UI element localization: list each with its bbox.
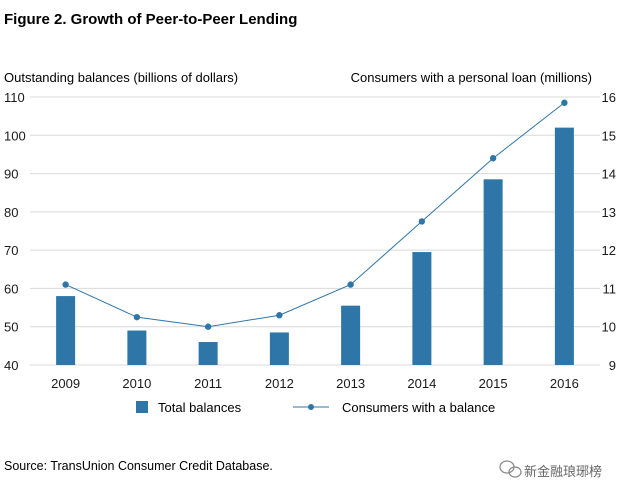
x-tick-label: 2016 [550, 376, 579, 391]
chart-title: Figure 2. Growth of Peer-to-Peer Lending [4, 11, 297, 28]
bar-2010 [127, 330, 147, 365]
watermark: 新金融琅琊榜 [499, 460, 602, 479]
consumers-line [65, 102, 565, 328]
x-tick-label: 2012 [265, 376, 294, 391]
right-tick-label: 10 [602, 320, 616, 335]
x-axis-ticks: 2009 2010 2011 2012 2013 2014 2015 2016 [51, 376, 579, 391]
legend-label-total-balances: Total balances [158, 400, 242, 415]
left-tick-label: 100 [4, 128, 26, 143]
consumers-point-2009 [62, 281, 69, 288]
right-tick-label: 11 [603, 281, 617, 296]
watermark-text: 新金融琅琊榜 [524, 464, 602, 479]
legend-marker-consumers [308, 404, 314, 410]
right-tick-label: 14 [602, 167, 616, 182]
x-tick-label: 2013 [336, 376, 365, 391]
bar-2015 [483, 179, 503, 365]
consumers-point-2016 [561, 99, 568, 106]
left-tick-label: 70 [4, 243, 18, 258]
left-axis-title: Outstanding balances (billions of dollar… [4, 70, 238, 85]
left-tick-label: 60 [4, 281, 18, 296]
bar-2009 [56, 296, 76, 365]
consumers-point-2012 [276, 312, 283, 319]
bar-2013 [341, 305, 361, 365]
left-axis-ticks: 40 50 60 70 80 90 100 110 [4, 90, 26, 373]
left-tick-label: 110 [4, 90, 25, 105]
bar-2014 [412, 252, 432, 365]
line-series [62, 99, 568, 330]
wechat-icon [499, 460, 522, 478]
right-tick-label: 12 [602, 243, 616, 258]
bar-2011 [198, 342, 218, 365]
left-tick-label: 80 [4, 205, 18, 220]
bar-2016 [554, 127, 574, 365]
right-tick-label: 15 [602, 128, 616, 143]
consumers-point-2013 [347, 281, 354, 288]
consumers-point-2010 [133, 313, 141, 321]
x-tick-label: 2015 [479, 376, 508, 391]
left-tick-label: 40 [4, 358, 18, 373]
consumers-point-2011 [204, 323, 212, 330]
right-tick-label: 16 [602, 90, 616, 105]
left-tick-label: 90 [4, 167, 18, 182]
bars [56, 127, 574, 365]
legend: Total balances Consumers with a balance [136, 400, 495, 415]
legend-swatch-total-balances [136, 401, 148, 413]
bar-2012 [269, 332, 289, 365]
right-axis-title: Consumers with a personal loan (millions… [351, 70, 592, 85]
right-axis-ticks: 9 10 11 12 13 14 15 16 [602, 90, 616, 373]
consumers-point-2014 [418, 218, 426, 225]
x-tick-label: 2014 [407, 376, 436, 391]
x-tick-label: 2009 [51, 376, 80, 391]
right-tick-label: 13 [602, 205, 616, 220]
gridlines [30, 96, 600, 366]
legend-label-consumers: Consumers with a balance [342, 400, 495, 415]
left-tick-label: 50 [4, 320, 18, 335]
right-tick-label: 9 [609, 358, 616, 373]
x-tick-label: 2011 [194, 376, 222, 391]
consumers-point-2015 [489, 155, 497, 162]
source-note: Source: TransUnion Consumer Credit Datab… [4, 459, 273, 473]
x-tick-label: 2010 [122, 376, 151, 391]
